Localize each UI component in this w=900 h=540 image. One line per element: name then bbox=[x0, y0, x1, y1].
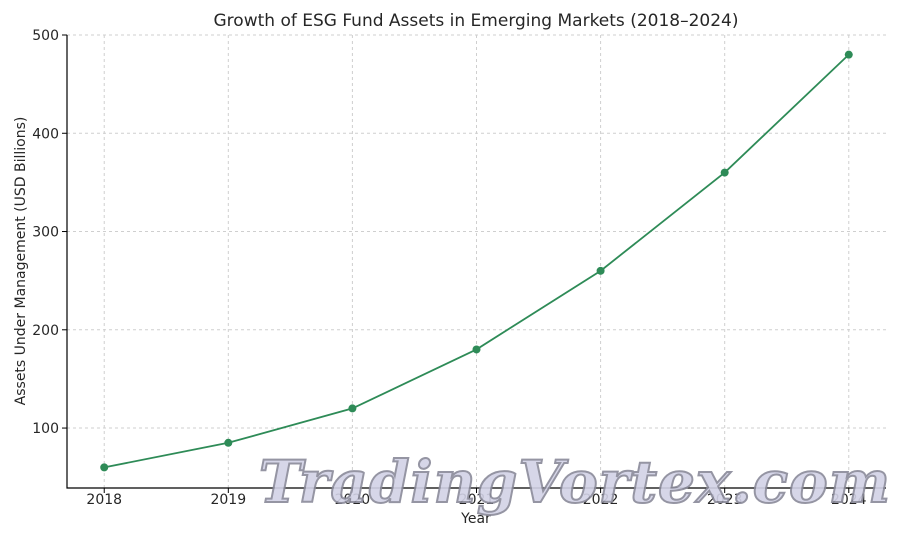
data-point bbox=[844, 50, 853, 59]
y-axis-ticks: 100 200 300 400 500 bbox=[32, 28, 67, 437]
x-tick-label: 2023 bbox=[707, 492, 743, 508]
data-point bbox=[720, 168, 729, 177]
y-tick-label: 200 bbox=[32, 323, 59, 339]
data-point bbox=[224, 438, 233, 447]
x-tick-label: 2020 bbox=[335, 492, 371, 508]
x-tick-label: 2024 bbox=[831, 492, 867, 508]
chart-title: Growth of ESG Fund Assets in Emerging Ma… bbox=[214, 11, 739, 31]
x-tick-label: 2019 bbox=[210, 492, 246, 508]
data-point bbox=[472, 345, 481, 354]
x-tick-label: 2018 bbox=[86, 492, 122, 508]
x-axis-label: Year bbox=[460, 511, 491, 527]
data-point bbox=[348, 404, 357, 413]
y-tick-label: 500 bbox=[32, 28, 59, 44]
series-line bbox=[104, 54, 850, 469]
x-tick-label: 2021 bbox=[459, 492, 495, 508]
y-tick-label: 100 bbox=[32, 421, 59, 437]
y-tick-label: 400 bbox=[32, 126, 59, 142]
axes-frame bbox=[66, 35, 886, 489]
grid bbox=[67, 34, 886, 488]
watermark: TradingVortex.com bbox=[259, 448, 891, 516]
x-tick-label: 2022 bbox=[583, 492, 619, 508]
x-axis-ticks: 2018 2019 2020 2021 2022 2023 2024 bbox=[86, 488, 867, 508]
y-tick-label: 300 bbox=[32, 225, 59, 241]
data-point bbox=[596, 266, 605, 275]
data-point bbox=[100, 463, 109, 472]
y-axis-label: Assets Under Management (USD Billions) bbox=[13, 117, 29, 406]
series-layer bbox=[100, 50, 853, 472]
